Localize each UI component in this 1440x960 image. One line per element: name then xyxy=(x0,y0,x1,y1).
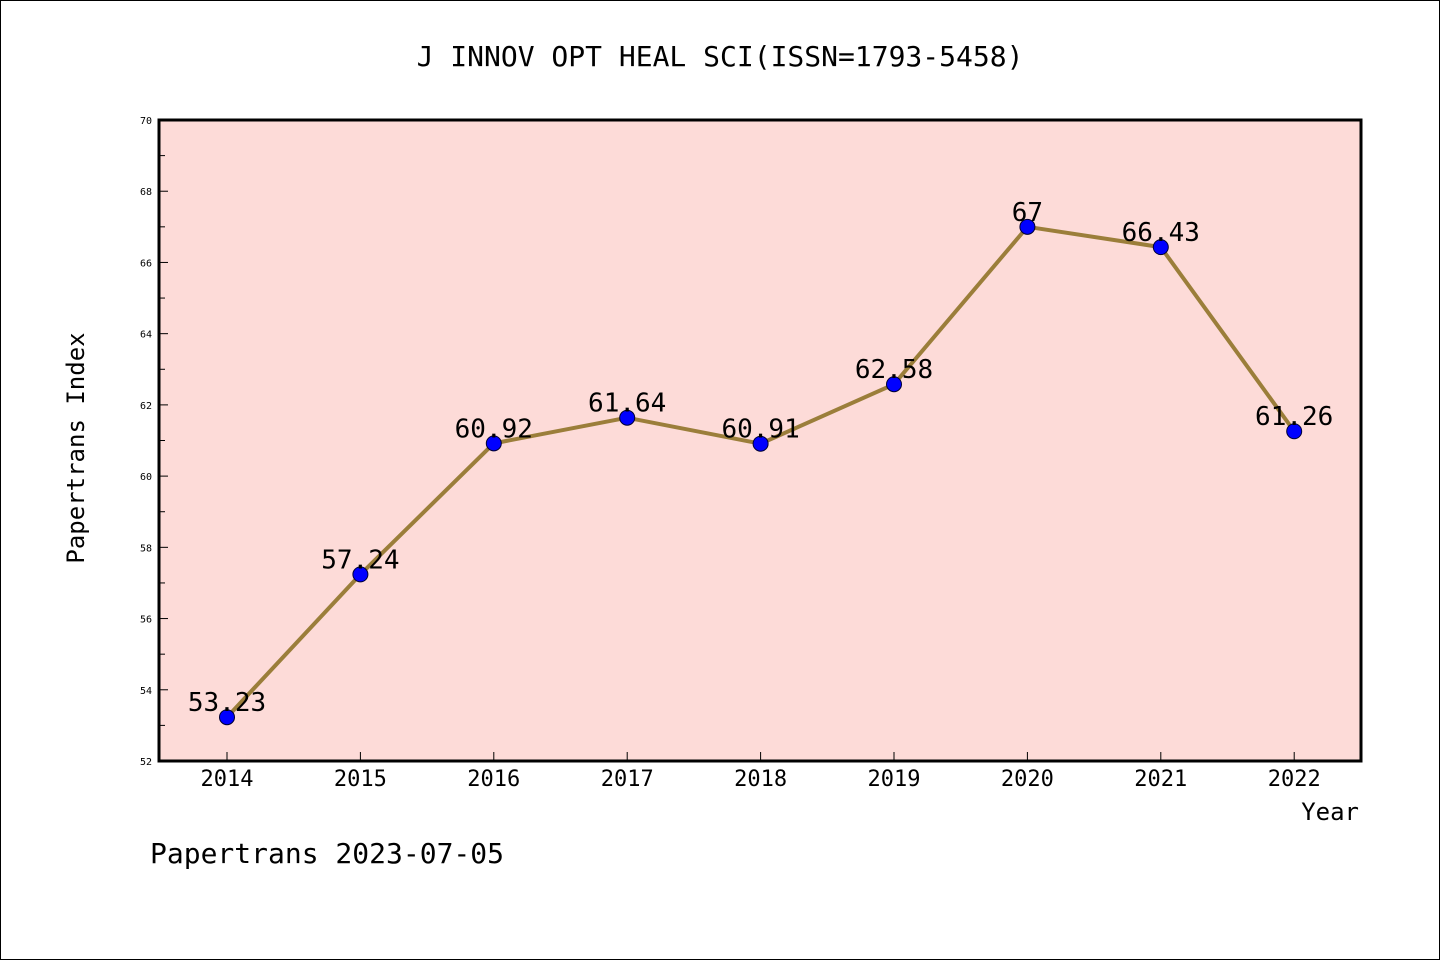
y-tick-label: 60 xyxy=(140,472,152,483)
data-point-marker xyxy=(1286,423,1303,440)
x-tick-label: 2014 xyxy=(201,767,254,792)
x-tick-label: 2018 xyxy=(734,767,787,792)
x-tick-label: 2016 xyxy=(467,767,520,792)
data-point-marker xyxy=(1019,218,1036,235)
data-point-marker xyxy=(219,709,235,726)
data-label: 61.64 xyxy=(588,389,666,419)
data-label: 60.92 xyxy=(455,414,533,444)
x-tick-label: 2015 xyxy=(334,767,387,792)
x-tick-label: 2022 xyxy=(1268,767,1321,792)
x-tick-label: 2021 xyxy=(1134,767,1187,792)
y-tick-label: 58 xyxy=(140,543,152,554)
data-point-marker xyxy=(619,409,636,426)
x-axis-title: Year xyxy=(1301,798,1359,826)
data-label: 60.91 xyxy=(721,415,799,445)
y-tick-label: 54 xyxy=(140,686,152,697)
x-tick-label: 2020 xyxy=(1001,767,1054,792)
y-tick-label: 66 xyxy=(140,258,152,269)
data-point-marker xyxy=(485,435,502,452)
y-tick-label: 68 xyxy=(140,187,152,198)
y-axis-title: Papertrans Index xyxy=(62,332,90,563)
data-label: 57.24 xyxy=(321,545,399,575)
y-tick-label: 52 xyxy=(140,757,152,768)
data-label: 67 xyxy=(1012,198,1043,228)
data-point-marker xyxy=(1152,239,1169,256)
x-tick-label: 2019 xyxy=(868,767,921,792)
y-tick-label: 64 xyxy=(140,330,152,341)
series-line-group xyxy=(219,218,1303,726)
chart-title: J INNOV OPT HEAL SCI(ISSN=1793-5458) xyxy=(417,40,1024,73)
data-label: 62.58 xyxy=(855,355,933,385)
y-tick-label: 56 xyxy=(140,615,152,626)
data-point-marker xyxy=(752,435,769,452)
data-label: 61.26 xyxy=(1255,402,1333,432)
footer-watermark: Papertrans 2023-07-05 xyxy=(150,837,504,870)
data-point-marker xyxy=(352,566,369,583)
y-tick-label: 62 xyxy=(140,401,152,412)
y-tick-label: 70 xyxy=(140,116,152,127)
y-axis: 52 54 56 58 60 62 64 66 68 70 xyxy=(140,116,168,768)
data-label: 53.23 xyxy=(188,688,266,718)
data-point-marker xyxy=(886,376,902,393)
data-label: 66.43 xyxy=(1122,218,1200,248)
x-tick-label: 2017 xyxy=(601,767,654,792)
data-label-group: 53.23 57.24 60.92 61.64 60.91 62.58 67 66.43 61.… xyxy=(188,198,1333,718)
x-axis: 2014 2015 2016 2017 2018 2019 2020 2021 2022 xyxy=(201,752,1321,792)
